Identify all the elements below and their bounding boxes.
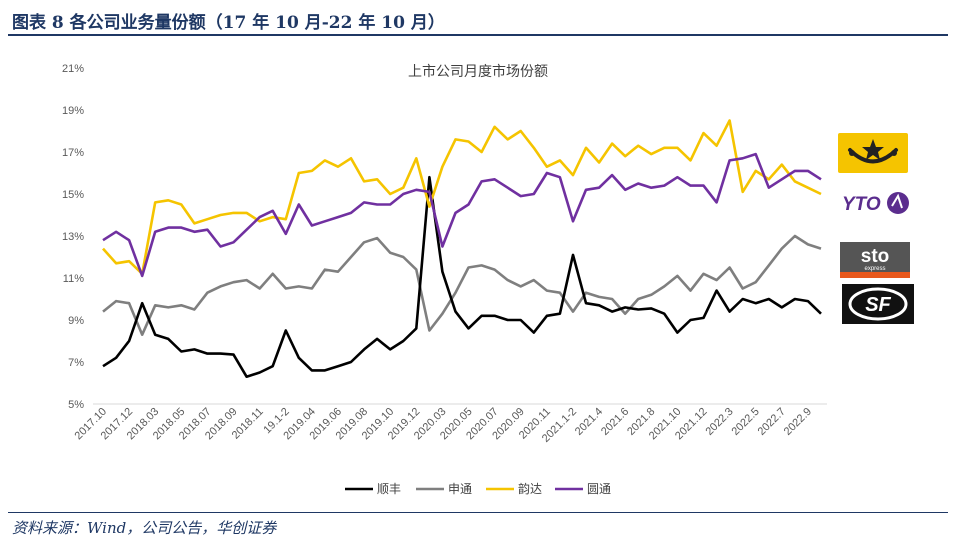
series-line-1 <box>102 234 822 337</box>
x-tick-label: 2021.4 <box>573 406 605 438</box>
x-tick-label: 2022.9 <box>782 406 814 438</box>
source-note: 资料来源：Wind，公司公告，华创证券 <box>12 519 277 537</box>
legend: 顺丰 申通 韵达 圆通 <box>345 481 611 496</box>
yto-logo: YTO <box>838 186 910 220</box>
legend-label: 圆通 <box>587 482 611 496</box>
legend-label: 顺丰 <box>377 482 401 496</box>
legend-label: 申通 <box>448 482 472 496</box>
x-tick-label: 2022.5 <box>730 406 762 438</box>
series-line-2 <box>102 119 822 276</box>
y-tick-label: 17% <box>62 147 84 159</box>
yunda-logo <box>838 133 908 173</box>
sf-logo-text: SF <box>865 294 891 316</box>
y-tick-label: 5% <box>68 399 84 411</box>
sto-logo: sto express <box>840 242 910 278</box>
series-line-3 <box>102 152 822 278</box>
figure-header: 图表 8 各公司业务量份额（17 年 10 月-22 年 10 月） <box>8 4 948 36</box>
y-tick-label: 21% <box>62 63 84 75</box>
figure-title: 图表 8 各公司业务量份额（17 年 10 月-22 年 10 月） <box>12 13 445 33</box>
x-tick-label: 2022.3 <box>703 406 735 438</box>
series-lines <box>102 119 822 379</box>
y-tick-label: 15% <box>62 189 84 201</box>
series-line-0 <box>102 175 822 379</box>
chart-title: 上市公司月度市场份额 <box>408 63 548 79</box>
footer-divider <box>8 512 948 513</box>
x-tick-label: 2021.6 <box>599 406 631 438</box>
x-axis: 2017.102017.122018.032018.052018.072018.… <box>73 406 815 445</box>
y-tick-label: 11% <box>63 273 84 285</box>
legend-label: 韵达 <box>518 481 542 496</box>
sto-logo-subtext: express <box>864 266 885 272</box>
y-tick-label: 9% <box>68 315 84 327</box>
sf-logo: SF <box>842 284 914 324</box>
y-axis: 5% 7% 9% 11% 13% 15% 17% 19% 21% <box>62 63 84 411</box>
x-tick-label: 2022.7 <box>756 406 788 438</box>
y-tick-label: 19% <box>62 105 84 117</box>
yto-logo-text: YTO <box>842 194 881 215</box>
y-tick-label: 7% <box>68 357 84 369</box>
y-tick-label: 13% <box>62 231 84 243</box>
sto-logo-text: sto <box>861 246 890 267</box>
